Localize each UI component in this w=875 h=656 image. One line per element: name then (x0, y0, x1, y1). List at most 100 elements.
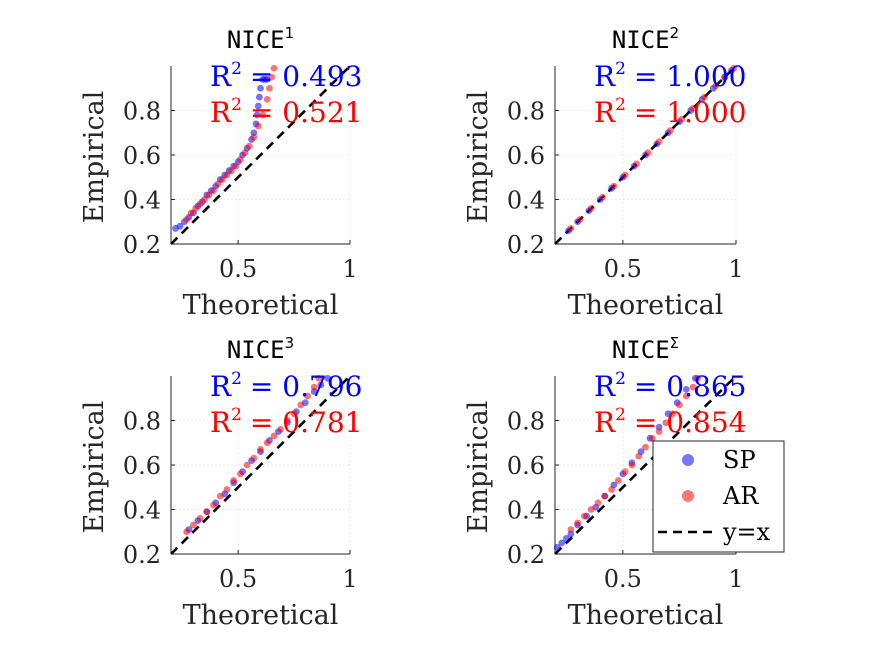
panel-2: 0.5 1 0.2 0.4 0.6 0.8 Theoretical Empirical NICE… (463, 24, 746, 321)
data-point-ar (662, 419, 670, 427)
data-point-ar (196, 515, 204, 522)
data-point-ar (310, 383, 318, 391)
data-point-ar (254, 122, 262, 130)
panel-title-text: NICE (612, 26, 670, 54)
data-point-ar (304, 392, 311, 400)
data-point-ar (315, 374, 323, 382)
data-point-ar (259, 111, 267, 119)
data-point-ar (210, 187, 217, 195)
data-point-ar (700, 93, 708, 101)
data-point-ar (263, 95, 271, 103)
data-point-sp (253, 111, 261, 119)
data-point-ar (232, 162, 240, 170)
y-tick-label: 0.8 (507, 408, 545, 436)
data-point-sp (324, 374, 332, 382)
data-point-ar (297, 401, 305, 409)
data-point-ar (655, 138, 663, 146)
panel-title-superscript: Σ (670, 334, 679, 352)
y-tick-label: 0.2 (507, 541, 545, 569)
data-point-ar (610, 182, 618, 190)
r2-annotation-sp: R2 = 0.493 (210, 59, 362, 93)
data-point-ar (205, 191, 213, 199)
data-point-ar (633, 160, 640, 168)
data-point-ar (223, 486, 231, 493)
data-point-ar (270, 64, 278, 72)
panel-title: NICEΣ (612, 334, 679, 364)
legend: SP AR y=x (652, 440, 785, 553)
series-ar (567, 64, 738, 232)
data-point-ar (635, 452, 643, 460)
data-point-ar (236, 470, 244, 478)
x-axis-label: Theoretical (568, 290, 724, 321)
data-point-ar (189, 521, 197, 529)
y-tick-label: 0.4 (507, 497, 545, 525)
series-ar (183, 64, 278, 223)
y-tick-label: 0.6 (507, 142, 545, 170)
data-point-sp (558, 539, 566, 547)
data-point-sp (176, 222, 184, 230)
data-point-ar (608, 486, 615, 493)
panel-title-superscript: 3 (285, 334, 295, 352)
legend-ar-label: AR (722, 482, 759, 510)
y-axis-label: Empirical (79, 401, 110, 534)
data-point-ar (228, 167, 235, 174)
y-tick-label: 0.2 (123, 231, 161, 259)
data-point-ar (257, 446, 264, 453)
data-point-ar (203, 508, 211, 516)
data-point-ar (567, 526, 575, 533)
y-tick-label: 0.2 (123, 541, 161, 569)
data-point-ar (230, 477, 238, 484)
y-axis-label: Empirical (463, 91, 494, 224)
panel-title-text: NICE (612, 336, 670, 364)
data-point-ar (201, 196, 208, 203)
reference-line-yx (170, 65, 351, 245)
data-point-ar (210, 501, 217, 509)
x-tick-label: 1 (342, 255, 357, 283)
data-point-ar (644, 149, 652, 157)
legend-sp-marker (682, 454, 694, 466)
reference-line-yx (170, 375, 351, 555)
x-tick-label: 0.5 (604, 565, 642, 593)
panel-title: NICE3 (227, 334, 294, 364)
panel-title-text: NICE (227, 26, 285, 54)
x-axis-label: Theoretical (183, 290, 339, 321)
y-axis-label: Empirical (463, 401, 494, 534)
data-point-ar (576, 216, 584, 223)
data-point-ar (601, 492, 609, 500)
y-tick-label: 0.4 (123, 187, 161, 215)
data-point-ar (192, 205, 200, 212)
data-point-ar (614, 477, 622, 484)
panel-title-superscript: 2 (670, 24, 680, 42)
data-point-ar (666, 127, 674, 134)
panel-title-superscript: 1 (285, 24, 295, 42)
legend-ar-marker (682, 490, 694, 502)
x-tick-label: 0.5 (219, 565, 257, 593)
data-point-ar (689, 104, 697, 112)
data-point-sp (317, 381, 325, 389)
panel-3: 0.5 1 0.2 0.4 0.6 0.8 Theoretical Empirical NICE… (79, 334, 362, 631)
panel-title: NICE2 (612, 24, 679, 54)
data-point-ar (266, 84, 273, 92)
y-tick-label: 0.6 (507, 452, 545, 480)
data-point-ar (243, 461, 251, 469)
data-point-ar (216, 492, 224, 500)
data-point-sp (553, 543, 561, 551)
data-point-ar (621, 171, 629, 179)
data-point-ar (721, 73, 729, 81)
data-point-sp (682, 385, 690, 393)
legend-yx-label: y=x (722, 518, 771, 546)
panel-4: 0.5 1 0.2 0.4 0.6 0.8 Theoretical Empirical NICE… (463, 334, 746, 631)
y-tick-label: 0.8 (123, 98, 161, 126)
x-tick-label: 1 (728, 565, 743, 593)
data-point-ar (581, 512, 588, 520)
data-point-ar (250, 133, 258, 141)
x-tick-label: 1 (342, 565, 357, 593)
data-point-ar (628, 461, 636, 469)
data-point-ar (669, 410, 677, 418)
y-tick-label: 0.8 (507, 98, 545, 126)
panel-title-text: NICE (227, 336, 285, 364)
y-tick-label: 0.6 (123, 142, 161, 170)
data-point-ar (599, 193, 606, 201)
data-point-ar (268, 73, 276, 81)
data-point-ar (712, 82, 720, 90)
